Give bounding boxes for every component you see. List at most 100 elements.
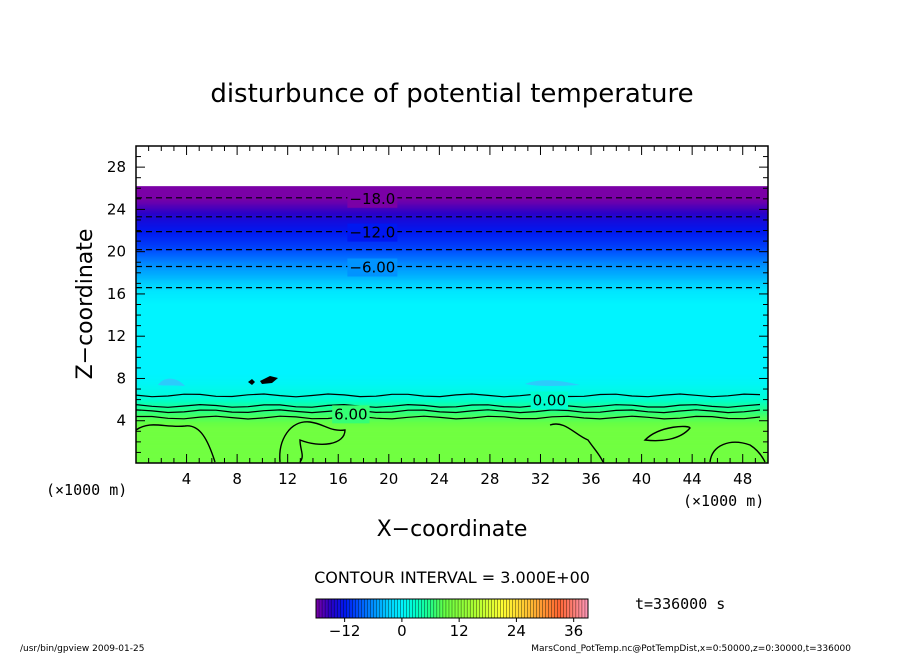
colorbar-cell [333,598,338,619]
colorbar-cell [536,598,541,619]
field-strip [136,422,768,424]
y-axis-label: Z−coordinate [73,229,98,380]
field-strip [136,430,768,433]
field-strip [136,301,768,304]
colorbar-cell [412,598,417,619]
colorbar-cell [476,598,480,619]
field-strip [136,305,768,308]
field-strip [136,234,768,237]
colorbar-cell [349,598,353,619]
field-strip [136,428,768,431]
field-strip [136,312,768,315]
field-strip [136,424,768,427]
y-tick-label: 16 [107,285,126,303]
field-strip [136,356,768,358]
colorbar-tick-label: 0 [397,622,407,640]
field-strip [136,315,768,318]
y-tick-label: 12 [107,327,126,345]
contour-label: 6.00 [334,405,367,423]
x-tick-label: 16 [329,470,348,488]
colorbar-cell [560,598,565,619]
field-strip [136,233,768,235]
field-strip [136,438,768,441]
field-strip [136,257,768,260]
colorbar-cell [515,598,519,619]
field-strip [136,285,768,287]
field-strip [136,225,768,228]
colorbar-tick-label: 36 [564,622,583,640]
x-tick-label: 28 [480,470,499,488]
colorbar-cell [400,598,405,619]
colorbar-cell [361,598,365,619]
y-axis-ticks: 4 8 12 16 20 24 28 [107,145,768,464]
field-strip [136,423,768,426]
field-strip [136,453,768,456]
field-strip [136,241,768,244]
field-strip [136,400,768,403]
contour-label-background [347,258,398,277]
field-strip [136,371,768,374]
colorbar-cell [506,598,510,619]
field-strip [136,451,768,454]
field-strip [136,263,768,266]
field-strip [136,325,768,328]
field-strip [136,252,768,254]
colorbar-cell [575,598,580,619]
contour-label-background [347,189,398,208]
field-strip [136,310,768,313]
footer-right: MarsCond_PotTemp.nc@PotTempDist,x=0:5000… [531,644,851,654]
colorbar-cell [343,598,347,619]
colorbar-cell [324,598,329,619]
field-strip [136,195,768,197]
colorbar-cell [518,598,522,619]
temperature-field [136,186,768,463]
field-strip [136,321,768,324]
field-strip [136,366,768,369]
field-strip [136,343,768,346]
field-strip [136,331,768,334]
x-tick-label: 12 [278,470,297,488]
field-strip [136,255,768,258]
field-strip [136,274,768,277]
field-strip [136,323,768,325]
field-strip [136,189,768,192]
colorbar-cell [394,598,398,619]
upper-blob-c [158,378,185,386]
colorbar-cell [442,598,447,619]
field-strip [136,406,768,409]
field-strip [136,350,768,353]
field-strip [136,358,768,361]
field-strip [136,221,768,224]
colorbar-cell [388,598,392,619]
field-strip [136,299,768,301]
x-tick-label: 24 [430,470,449,488]
colorbar-cell [391,598,395,619]
colorbar-cell [403,598,408,619]
colorbar-cell [397,598,401,619]
colorbar-cell [346,598,350,619]
field-strip [136,370,768,372]
field-strip [136,262,768,265]
field-strip [136,386,768,389]
time-label: t=336000 s [635,595,725,613]
field-strip [136,202,768,205]
field-strip [136,420,768,423]
field-strip [136,201,768,204]
surface-contour-c [549,423,604,463]
field-strip [136,446,768,448]
x-unit-right: (×1000 m) [683,492,764,510]
field-strip [136,413,768,415]
field-strip [136,416,768,419]
colorbar-cell [463,598,468,619]
field-strip [136,390,768,393]
x-tick-label: 20 [379,470,398,488]
field-strip [136,345,768,348]
colorbar-cell [545,598,550,619]
field-strip [136,340,768,343]
colorbar-cell [385,598,389,619]
field-strip [136,401,768,404]
x-tick-label: 4 [182,470,192,488]
colorbar-tick-label: −12 [329,622,361,640]
field-strip [136,381,768,384]
field-strip [136,402,768,405]
